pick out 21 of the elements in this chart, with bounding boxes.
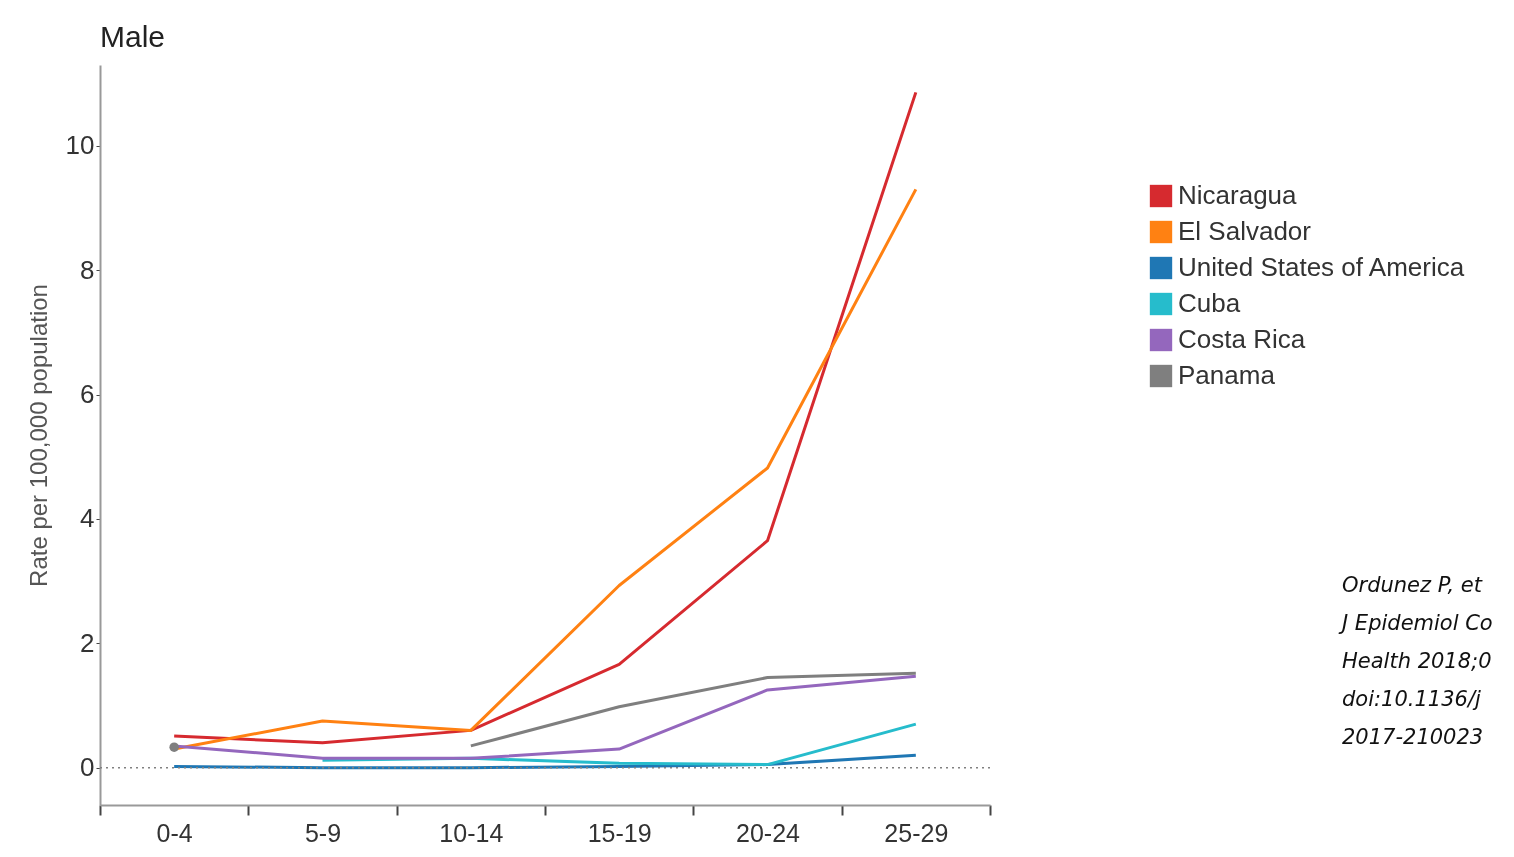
- y-tick-label: 4: [80, 503, 95, 534]
- x-tick-label: 15-19: [587, 818, 652, 847]
- legend-label: Nicaragua: [1178, 180, 1298, 210]
- legend-label: El Salvador: [1178, 216, 1312, 246]
- legend-label: Panama: [1178, 360, 1276, 390]
- x-tick-label: 20-24: [736, 818, 801, 847]
- legend-label: Costa Rica: [1178, 324, 1306, 354]
- y-tick-label: 8: [80, 254, 95, 285]
- y-tick-label: 6: [80, 379, 95, 410]
- chart-title: Male: [100, 20, 166, 53]
- y-tick-label: 0: [80, 752, 95, 783]
- y-tick-label: 2: [80, 627, 95, 658]
- y-tick-label: 10: [65, 130, 95, 161]
- line-series: [172, 90, 918, 745]
- y-axis-title: Rate per 100,000 population: [24, 284, 52, 587]
- legend-label: Cuba: [1178, 288, 1241, 318]
- x-tick-label: 25-29: [884, 818, 949, 847]
- x-tick-label: 10-14: [439, 818, 504, 847]
- legend-label: United States of America: [1178, 252, 1465, 282]
- x-tick-label: 0-4: [156, 818, 193, 847]
- x-tick-label: 5-9: [304, 818, 342, 847]
